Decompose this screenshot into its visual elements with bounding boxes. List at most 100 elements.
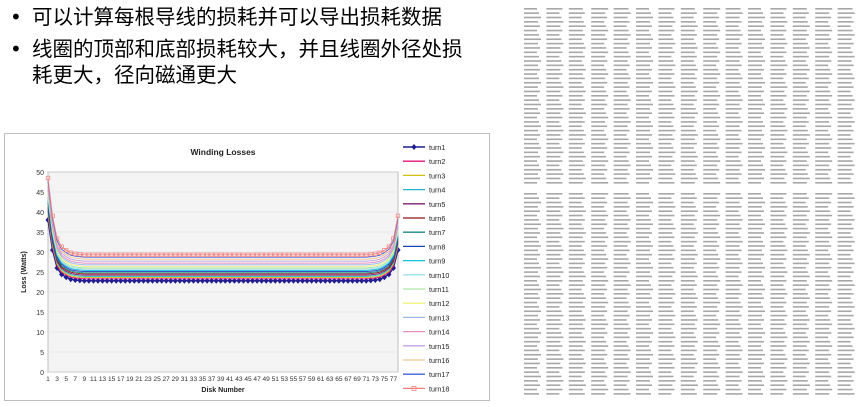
x-tick-label: 63: [326, 376, 334, 383]
data-point-turn1: [304, 277, 310, 284]
x-tick-label: 73: [372, 376, 380, 383]
legend-label: turn10: [429, 271, 449, 280]
data-point-turn18: [277, 252, 282, 257]
x-axis-label: Disk Number: [201, 387, 244, 394]
x-tick-label: 21: [135, 376, 143, 383]
data-point-turn18: [54, 236, 60, 241]
legend-marker-icon: [411, 144, 417, 150]
loss-data-table: [523, 8, 859, 401]
data-point-turn18: [59, 244, 64, 249]
x-tick-label: 41: [226, 376, 234, 383]
data-point-turn1: [213, 277, 219, 284]
data-point-turn18: [209, 252, 214, 257]
y-tick-label: 45: [36, 190, 44, 197]
data-point-turn1: [54, 265, 60, 271]
data-point-turn18: [304, 252, 310, 257]
data-point-turn1: [381, 274, 387, 281]
series-line-turn18: [47, 177, 399, 256]
data-point-turn1: [190, 277, 197, 284]
data-point-turn18: [127, 252, 132, 257]
data-point-turn1: [372, 277, 378, 283]
data-point-turn18: [45, 175, 51, 181]
y-tick-label: 5: [40, 350, 44, 357]
data-point-turn18: [64, 248, 69, 253]
data-point-turn1: [281, 277, 287, 284]
data-point-turn1: [163, 277, 169, 284]
x-tick-label: 59: [308, 376, 316, 383]
bullet-dot-icon: •: [10, 37, 22, 61]
data-point-turn18: [245, 252, 251, 257]
series-line-turn9: [47, 199, 399, 271]
series-line-turn10: [47, 197, 399, 270]
legend-label: turn11: [429, 285, 449, 294]
data-point-turn1: [268, 277, 274, 284]
loss-data-table-image: [524, 8, 855, 395]
data-point-turn1: [159, 277, 165, 284]
data-point-turn18: [368, 252, 373, 257]
data-point-turn18: [132, 252, 137, 257]
data-point-turn18: [214, 252, 219, 257]
x-tick-label: 9: [83, 376, 87, 383]
y-tick-label: 35: [36, 230, 44, 237]
data-point-turn1: [259, 277, 265, 284]
data-point-turn18: [386, 244, 392, 249]
data-point-turn18: [177, 252, 182, 257]
y-tick-label: 20: [36, 290, 44, 297]
bullet-text: 可以计算每根导线的损耗并可以导出损耗数据: [32, 5, 442, 29]
data-point-turn1: [349, 277, 356, 284]
data-point-turn18: [114, 252, 119, 257]
data-point-turn1: [95, 277, 101, 284]
data-point-turn18: [382, 248, 387, 253]
data-point-turn1: [331, 277, 337, 284]
data-point-turn18: [273, 252, 278, 257]
legend-label: turn8: [429, 242, 445, 251]
data-point-turn18: [100, 252, 105, 257]
x-tick-label: 1: [46, 376, 50, 383]
legend-label: turn14: [429, 328, 449, 337]
data-point-turn18: [186, 252, 192, 257]
x-tick-label: 65: [335, 376, 343, 383]
data-point-turn1: [345, 277, 351, 284]
data-point-turn1: [136, 277, 142, 284]
y-tick-label: 30: [36, 250, 44, 257]
data-point-turn18: [104, 252, 110, 257]
data-point-turn1: [309, 277, 315, 284]
data-point-turn1: [99, 277, 106, 284]
data-point-turn18: [350, 252, 355, 257]
x-tick-label: 17: [117, 376, 125, 383]
x-tick-label: 53: [281, 376, 289, 383]
x-tick-label: 67: [344, 376, 352, 383]
data-point-turn1: [109, 277, 115, 284]
data-point-turn18: [141, 252, 146, 257]
data-point-turn18: [50, 213, 55, 219]
data-point-turn1: [313, 277, 319, 284]
x-tick-label: 37: [208, 376, 216, 383]
y-tick-label: 15: [36, 310, 44, 317]
data-point-turn18: [223, 252, 228, 257]
data-point-turn18: [77, 252, 82, 257]
legend-label: turn17: [429, 370, 449, 379]
data-point-turn1: [231, 277, 237, 284]
data-point-turn18: [268, 252, 273, 257]
data-point-turn1: [86, 277, 92, 284]
series-line-turn5: [47, 209, 399, 276]
data-point-turn18: [82, 252, 87, 257]
data-point-turn18: [391, 236, 396, 241]
x-tick-label: 43: [235, 376, 243, 383]
data-point-turn1: [322, 277, 328, 284]
data-point-turn18: [145, 252, 151, 257]
data-point-turn18: [377, 250, 382, 255]
data-point-turn18: [336, 252, 342, 257]
series-line-turn8: [47, 202, 399, 273]
x-tick-label: 3: [55, 376, 59, 383]
data-point-turn1: [390, 265, 397, 271]
bullet-item: • 可以计算每根导线的损耗并可以导出损耗数据: [6, 4, 476, 30]
data-point-turn1: [227, 277, 233, 284]
series-line-turn4: [47, 211, 399, 277]
series-line-turn11: [47, 195, 399, 269]
legend-label: turn6: [429, 214, 445, 223]
x-tick-label: 15: [108, 376, 116, 383]
legend-label: turn18: [429, 384, 449, 393]
legend-label: turn1: [429, 143, 445, 152]
series-line-turn14: [47, 187, 399, 264]
